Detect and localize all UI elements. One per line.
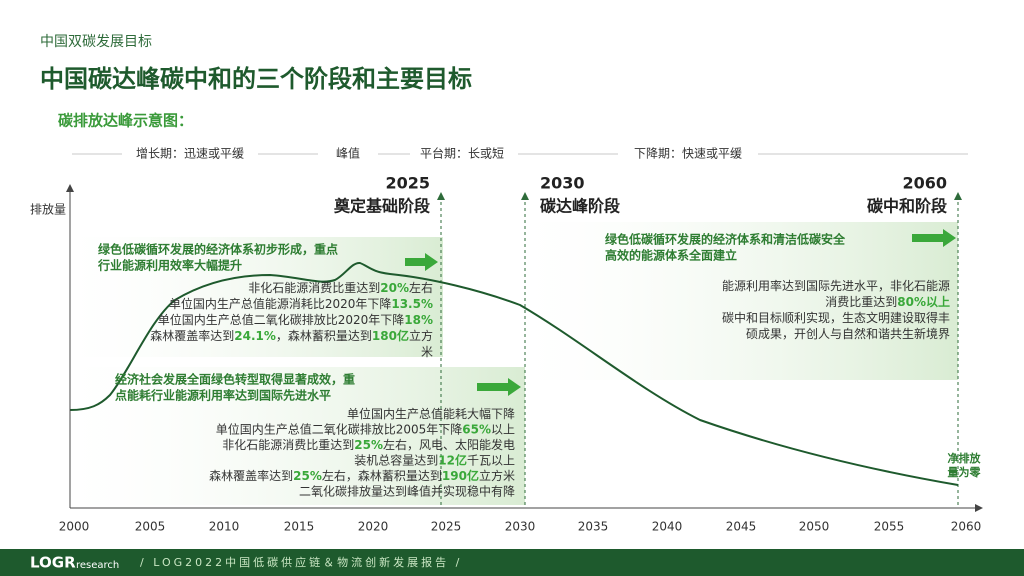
- box-line-part: 单位国内生产总值能耗大幅下降: [347, 406, 515, 421]
- milestone-year: 2025: [385, 174, 430, 193]
- box-line: 单位国内生产总值能耗大幅下降: [347, 406, 515, 421]
- box-line-part: 左右，森林蓄积量达到: [322, 468, 442, 483]
- box-line-part: 非化石能源消费比重达到: [222, 438, 354, 452]
- box-line-part: 单位国内生产总值二氧化碳排放比2005年下降: [216, 421, 463, 436]
- x-tick-label: 2005: [135, 520, 166, 534]
- box-line-part: 消费比重达到: [825, 295, 897, 309]
- box-line: 装机总容量达到12亿千瓦以上: [354, 452, 515, 467]
- box-line-part: 80%以上: [897, 294, 950, 309]
- logo-sub: research: [76, 560, 119, 571]
- box-line-part: 能源利用率达到国际先进水平，非化石能源: [722, 278, 950, 293]
- box-line-part: 米: [421, 345, 433, 359]
- box-line: 单位国内生产总值能源消耗比2020年下降13.5%: [169, 296, 433, 311]
- y-axis-label: 排放量: [30, 202, 66, 217]
- box-line: 消费比重达到80%以上: [825, 294, 950, 309]
- box-line-part: 12亿: [438, 452, 467, 467]
- box-heading: 高效的能源体系全面建立: [605, 248, 737, 263]
- x-tick-label: 2060: [951, 520, 982, 534]
- box-line-part: 立方米: [479, 468, 515, 483]
- x-tick-label: 2055: [874, 520, 905, 534]
- x-tick-label: 2050: [799, 520, 830, 534]
- box-line: 单位国内生产总值二氧化碳排放比2005年下降65%以上: [216, 421, 515, 436]
- box-line-part: 190亿: [442, 468, 479, 483]
- box-line-part: 24.1%: [234, 329, 276, 343]
- dynamic: 增长期：迅速或平缓 峰值 平台期：长或短 下降期：快速或平缓 2025 奠定基础阶段 203…: [59, 146, 982, 534]
- milestone-stage: 碳达峰阶段: [540, 197, 621, 216]
- end-note: 量为零: [948, 465, 982, 479]
- box-heading: 绿色低碳循环发展的经济体系和清洁低碳安全: [605, 232, 846, 247]
- box-line-part: 森林覆盖率达到: [209, 468, 293, 483]
- box-line-part: 65%: [462, 422, 491, 436]
- x-tick-label: 2030: [505, 520, 536, 534]
- box-line: 米: [421, 345, 433, 359]
- box-line: 森林覆盖率达到24.1%，森林蓄积量达到180亿立方: [150, 328, 433, 343]
- box-line-part: 25%: [354, 438, 383, 452]
- milestone-year: 2030: [540, 174, 585, 193]
- box-line-part: 以上: [491, 422, 515, 436]
- box-line-part: 立方: [409, 328, 433, 343]
- milestone-lines: [440, 196, 959, 508]
- box-line: 二氧化碳排放量达到峰值并实现稳中有降: [299, 483, 515, 498]
- box-heading: 经济社会发展全面绿色转型取得显著成效，重: [115, 372, 355, 387]
- box-line: 非化石能源消费比重达到25%左右，风电、太阳能发电: [222, 437, 515, 452]
- phase-label: 增长期：迅速或平缓: [136, 147, 244, 161]
- box-line-part: ，森林蓄积量达到: [276, 328, 372, 343]
- report-name: / LOG2022中国低碳供应链＆物流创新发展报告 /: [140, 555, 462, 569]
- x-tick-label: 2000: [59, 520, 90, 534]
- box-line-part: 单位国内生产总值能源消耗比2020年下降: [169, 296, 392, 311]
- box-heading: 行业能源利用效率大幅提升: [97, 258, 242, 273]
- box-bg: [70, 237, 443, 357]
- title: 中国碳达峰碳中和的三个阶段和主要目标: [40, 65, 472, 93]
- box-line-part: 左右，风电、太阳能发电: [383, 437, 515, 452]
- box-line-part: 单位国内生产总值二氧化碳排放比2020年下降: [158, 312, 405, 327]
- box-line-part: 20%: [380, 281, 409, 295]
- box-heading: 绿色低碳循环发展的经济体系初步形成，重点: [98, 242, 338, 257]
- box-line: 硕成果，开创人与自然和谐共生新境界: [746, 326, 950, 341]
- arrows: [405, 229, 956, 396]
- box-line-part: 18%: [404, 313, 433, 327]
- milestone-stage: 碳中和阶段: [867, 197, 948, 216]
- x-tick-label: 2035: [578, 520, 609, 534]
- box-line-part: 森林覆盖率达到: [150, 328, 234, 343]
- box-heading: 点能耗行业能源利用率达到国际先进水平: [115, 388, 331, 403]
- box-line: 森林覆盖率达到25%左右，森林蓄积量达到190亿立方米: [209, 468, 515, 483]
- box-line-part: 碳中和目标顺利实现，生态文明建设取得丰: [722, 310, 950, 325]
- subtitle: 碳排放达峰示意图：: [58, 112, 193, 130]
- box-line-part: 千瓦以上: [467, 453, 515, 467]
- box-line-part: 非化石能源消费比重达到: [248, 281, 380, 295]
- end-note: 净排放: [948, 451, 982, 465]
- phase-label: 下降期：快速或平缓: [634, 147, 742, 161]
- box-line-part: 硕成果，开创人与自然和谐共生新境界: [746, 326, 950, 341]
- phase-label: 平台期：长或短: [420, 146, 504, 161]
- box-line: 非化石能源消费比重达到20%左右: [248, 280, 433, 295]
- axes: [69, 190, 975, 509]
- box-line: 能源利用率达到国际先进水平，非化石能源: [722, 278, 950, 293]
- section-label: 中国双碳发展目标: [40, 34, 152, 50]
- box-line-part: 装机总容量达到: [354, 452, 438, 467]
- x-tick-label: 2025: [431, 520, 462, 534]
- box-line-part: 左右: [409, 280, 433, 295]
- box-line-part: 13.5%: [391, 297, 433, 311]
- logo: LOGR: [30, 554, 76, 572]
- box-line-part: 二氧化碳排放量达到峰值并实现稳中有降: [299, 483, 515, 498]
- box-line-part: 25%: [293, 469, 322, 483]
- box-line: 单位国内生产总值二氧化碳排放比2020年下降18%: [158, 312, 433, 327]
- phase-label: 峰值: [336, 146, 360, 161]
- box-bg: [70, 367, 525, 505]
- milestone-arrowheads: [437, 192, 962, 200]
- milestone-year: 2060: [902, 174, 947, 193]
- x-tick-label: 2020: [358, 520, 389, 534]
- milestone-stage: 奠定基础阶段: [333, 197, 431, 216]
- x-tick-label: 2040: [652, 520, 683, 534]
- x-tick-label: 2010: [209, 520, 240, 534]
- emission-curve: [69, 262, 959, 486]
- x-tick-label: 2015: [284, 520, 315, 534]
- box-line: 碳中和目标顺利实现，生态文明建设取得丰: [722, 310, 950, 325]
- x-tick-label: 2045: [726, 520, 757, 534]
- footer-bar: [0, 549, 1024, 576]
- box-bg: [525, 222, 958, 380]
- box-line-part: 180亿: [372, 328, 409, 343]
